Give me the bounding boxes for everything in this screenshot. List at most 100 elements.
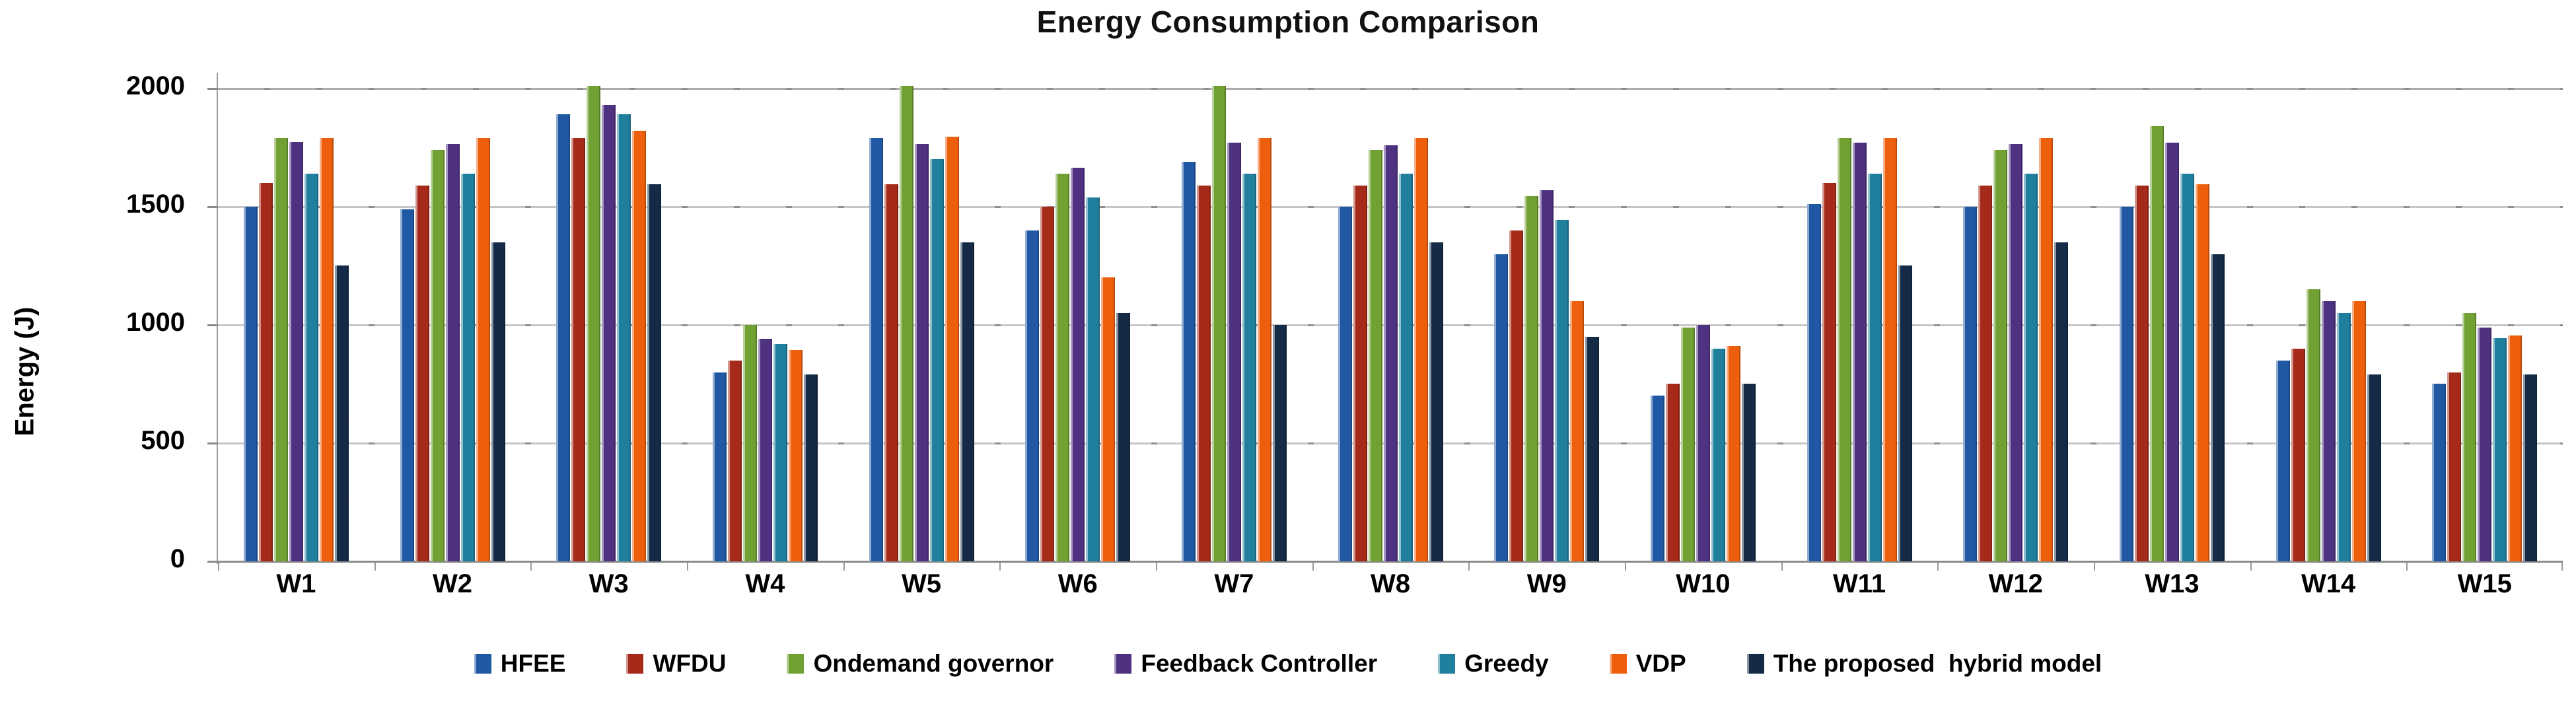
bar-W12-the-proposed-hybrid-model bbox=[2054, 242, 2069, 561]
legend-item-vdp: VDP bbox=[1609, 650, 1686, 678]
x-tick bbox=[375, 563, 376, 571]
bar-W11-vdp bbox=[1882, 138, 1897, 561]
bar-W3-feedback-controller bbox=[602, 105, 616, 561]
bar-W14-feedback-controller bbox=[2321, 301, 2336, 561]
x-tick bbox=[2094, 563, 2095, 571]
bar-W14-greedy bbox=[2336, 313, 2351, 561]
bar-W5-vdp bbox=[945, 137, 959, 561]
bar-W1-vdp bbox=[319, 138, 334, 561]
bar-W7-greedy bbox=[1242, 174, 1256, 561]
x-tick bbox=[1312, 563, 1314, 571]
legend: HFEE WFDU Ondemand governor Feedback Contro… bbox=[0, 650, 2576, 678]
bar-W7-ondemand-governor bbox=[1211, 86, 1226, 561]
x-label-W8: W8 bbox=[1371, 569, 1411, 598]
bar-W10-feedback-controller bbox=[1696, 325, 1710, 561]
y-tick-1000 bbox=[207, 324, 218, 326]
bar-W15-feedback-controller bbox=[2478, 328, 2492, 561]
bar-W6-vdp bbox=[1101, 277, 1116, 561]
bar-W11-the-proposed-hybrid-model bbox=[1898, 265, 1912, 561]
x-label-W15: W15 bbox=[2457, 569, 2512, 598]
bar-W8-vdp bbox=[1413, 138, 1428, 561]
x-tick bbox=[1781, 563, 1783, 571]
bar-W6-ondemand-governor bbox=[1055, 174, 1070, 561]
bar-W3-wfdu bbox=[571, 138, 586, 561]
x-label-W10: W10 bbox=[1676, 569, 1731, 598]
gridline-2000 bbox=[218, 88, 2563, 90]
bar-W6-wfdu bbox=[1040, 207, 1055, 561]
bar-W10-hfee bbox=[1650, 396, 1664, 561]
x-tick bbox=[218, 563, 219, 571]
bar-W5-ondemand-governor bbox=[899, 86, 913, 561]
bar-W6-greedy bbox=[1086, 197, 1100, 561]
bar-W12-feedback-controller bbox=[2009, 144, 2023, 561]
bar-group-W6 bbox=[999, 73, 1156, 561]
x-label-W1: W1 bbox=[276, 569, 316, 598]
bar-W10-ondemand-governor bbox=[1680, 328, 1695, 561]
bar-W5-the-proposed-hybrid-model bbox=[960, 242, 974, 561]
bar-W4-ondemand-governor bbox=[742, 325, 757, 561]
bar-W4-feedback-controller bbox=[758, 339, 772, 561]
x-label-W4: W4 bbox=[745, 569, 785, 598]
legend-swatch bbox=[1438, 654, 1456, 674]
y-axis-line bbox=[217, 73, 218, 564]
chart-title: Energy Consumption Comparison bbox=[1036, 5, 1540, 39]
legend-item-greedy: Greedy bbox=[1438, 650, 1549, 678]
x-tick bbox=[530, 563, 532, 571]
y-tick-label-500: 500 bbox=[141, 426, 185, 455]
x-label-W13: W13 bbox=[2145, 569, 2200, 598]
x-tick bbox=[999, 563, 1001, 571]
bar-W9-hfee bbox=[1494, 254, 1509, 561]
x-axis-labels: W1 W2 W3 W4 W5 W6 W7 W8 W9 W10 W11 W12 W13 W14 W15 bbox=[218, 569, 2563, 599]
legend-label: Feedback Controller bbox=[1141, 650, 1378, 677]
bar-W5-feedback-controller bbox=[914, 144, 929, 561]
bar-W1-wfdu bbox=[258, 183, 273, 561]
bar-W2-vdp bbox=[476, 138, 490, 561]
bar-W5-greedy bbox=[929, 159, 944, 561]
x-axis-line bbox=[218, 561, 2563, 563]
bar-W13-wfdu bbox=[2134, 186, 2149, 561]
bar-W1-hfee bbox=[243, 207, 258, 561]
bar-W2-ondemand-governor bbox=[430, 150, 445, 561]
bar-W12-vdp bbox=[2039, 138, 2054, 561]
bar-W4-wfdu bbox=[727, 361, 742, 561]
y-tick-500 bbox=[207, 442, 218, 444]
bar-W12-hfee bbox=[1963, 207, 1978, 561]
bar-group-W10 bbox=[1625, 73, 1781, 561]
x-tick bbox=[1625, 563, 1626, 571]
bar-group-W5 bbox=[843, 73, 1000, 561]
bar-W7-feedback-controller bbox=[1227, 143, 1241, 561]
x-tick bbox=[2406, 563, 2408, 571]
bar-W11-wfdu bbox=[1822, 183, 1836, 561]
bar-groups bbox=[218, 73, 2563, 561]
bar-W10-wfdu bbox=[1665, 384, 1680, 561]
y-axis-label: Energy (J) bbox=[10, 306, 40, 437]
x-label-W7: W7 bbox=[1214, 569, 1254, 598]
bar-group-W15 bbox=[2406, 73, 2563, 561]
bar-W3-greedy bbox=[617, 114, 631, 561]
bar-W1-the-proposed-hybrid-model bbox=[334, 265, 349, 561]
bar-W3-ondemand-governor bbox=[587, 86, 601, 561]
legend-swatch bbox=[1114, 654, 1132, 674]
bar-W10-greedy bbox=[1711, 349, 1725, 561]
bar-W11-hfee bbox=[1807, 204, 1821, 561]
legend-item-the-proposed-hybrid-model: The proposed hybrid model bbox=[1746, 650, 2102, 678]
bar-W9-wfdu bbox=[1509, 230, 1524, 561]
bar-W12-greedy bbox=[2024, 174, 2038, 561]
bar-group-W13 bbox=[2094, 73, 2250, 561]
bar-W8-feedback-controller bbox=[1383, 145, 1398, 561]
bar-W6-the-proposed-hybrid-model bbox=[1116, 313, 1131, 561]
bar-W3-hfee bbox=[556, 114, 571, 561]
bar-W3-vdp bbox=[632, 131, 647, 561]
bar-W14-hfee bbox=[2275, 361, 2290, 561]
bar-W9-greedy bbox=[1555, 220, 1569, 561]
bar-W12-ondemand-governor bbox=[1993, 150, 2008, 561]
x-tick bbox=[843, 563, 845, 571]
legend-label: WFDU bbox=[653, 650, 727, 677]
legend-label: VDP bbox=[1635, 650, 1686, 677]
legend-swatch bbox=[787, 654, 805, 674]
x-label-W12: W12 bbox=[1988, 569, 2043, 598]
bar-W2-feedback-controller bbox=[445, 144, 460, 561]
bar-W2-greedy bbox=[460, 174, 475, 561]
bar-W14-the-proposed-hybrid-model bbox=[2367, 374, 2381, 561]
